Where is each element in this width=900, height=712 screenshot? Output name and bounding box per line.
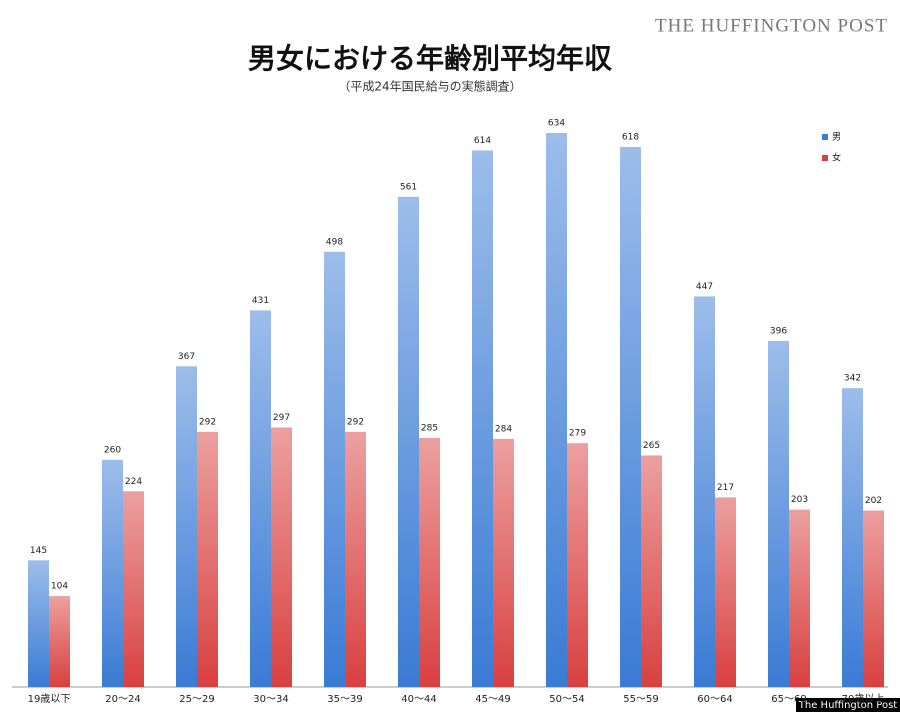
- chart-subtitle: （平成24年国民給与の実態調査）: [338, 79, 521, 94]
- x-tick-label: 20〜24: [105, 694, 140, 705]
- x-tick-label: 35〜39: [327, 694, 362, 705]
- brand: THE HUFFINGTON POST: [655, 15, 888, 36]
- bar: [419, 437, 440, 687]
- value-label: 342: [844, 374, 861, 384]
- x-tick-label: 40〜44: [401, 694, 436, 705]
- x-tick-label: 25〜29: [179, 694, 214, 705]
- value-label: 265: [643, 441, 660, 451]
- value-label: 285: [421, 423, 438, 433]
- bar: [398, 196, 419, 688]
- bar: [546, 133, 567, 687]
- value-label: 367: [178, 352, 195, 362]
- footer: The Huffington Post: [798, 700, 898, 711]
- value-label: 498: [326, 237, 343, 247]
- x-tick-label: 19歳以下: [28, 693, 71, 705]
- value-label: 224: [125, 477, 142, 487]
- bar: [271, 427, 292, 687]
- legend-swatch: [822, 134, 828, 140]
- value-label: 260: [104, 445, 121, 455]
- value-label: 292: [347, 417, 364, 427]
- bar: [472, 150, 493, 688]
- bar: [49, 596, 70, 687]
- legend-label: 男: [832, 132, 841, 143]
- value-label: 292: [199, 417, 216, 427]
- bar: [789, 509, 810, 687]
- bar: [493, 438, 514, 687]
- bar: [324, 251, 345, 687]
- value-label: 284: [495, 424, 512, 434]
- bar: [863, 510, 884, 687]
- value-label: 202: [865, 496, 882, 506]
- bar: [715, 497, 736, 687]
- footer-box: [796, 698, 900, 712]
- bar: [250, 310, 271, 687]
- bar: [197, 431, 218, 687]
- x-tick-label: 50〜54: [549, 694, 584, 705]
- bar: [620, 146, 641, 687]
- x-tick-label: 70歳以上: [842, 693, 885, 705]
- value-label: 203: [791, 495, 808, 505]
- x-tick-label: 55〜59: [623, 694, 658, 705]
- value-label: 297: [273, 413, 290, 423]
- bar: [842, 388, 863, 687]
- value-label: 634: [548, 119, 565, 129]
- value-label: 614: [474, 136, 491, 146]
- legend-label: 女: [832, 152, 841, 164]
- x-tick-label: 30〜34: [253, 694, 288, 705]
- bar: [641, 455, 662, 687]
- value-label: 279: [569, 429, 586, 439]
- value-label: 618: [622, 132, 639, 142]
- x-tick-label: 45〜49: [475, 694, 510, 705]
- value-label: 396: [770, 326, 787, 336]
- value-label: 447: [696, 282, 713, 292]
- legend-swatch: [822, 155, 828, 161]
- value-label: 145: [30, 546, 47, 556]
- bar: [567, 443, 588, 687]
- chart-title: 男女における年齢別平均年収: [248, 42, 613, 75]
- x-tick-label: 60〜64: [697, 694, 732, 705]
- bar: [28, 560, 49, 687]
- bar: [176, 366, 197, 687]
- value-label: 431: [252, 296, 269, 306]
- x-tick-label: 65〜69: [771, 694, 806, 705]
- value-label: 561: [400, 182, 417, 192]
- bar: [768, 340, 789, 687]
- bar: [102, 459, 123, 687]
- bar: [694, 296, 715, 687]
- bar: [123, 491, 144, 687]
- bar: [345, 431, 366, 687]
- value-label: 104: [51, 582, 68, 592]
- value-label: 217: [717, 483, 734, 493]
